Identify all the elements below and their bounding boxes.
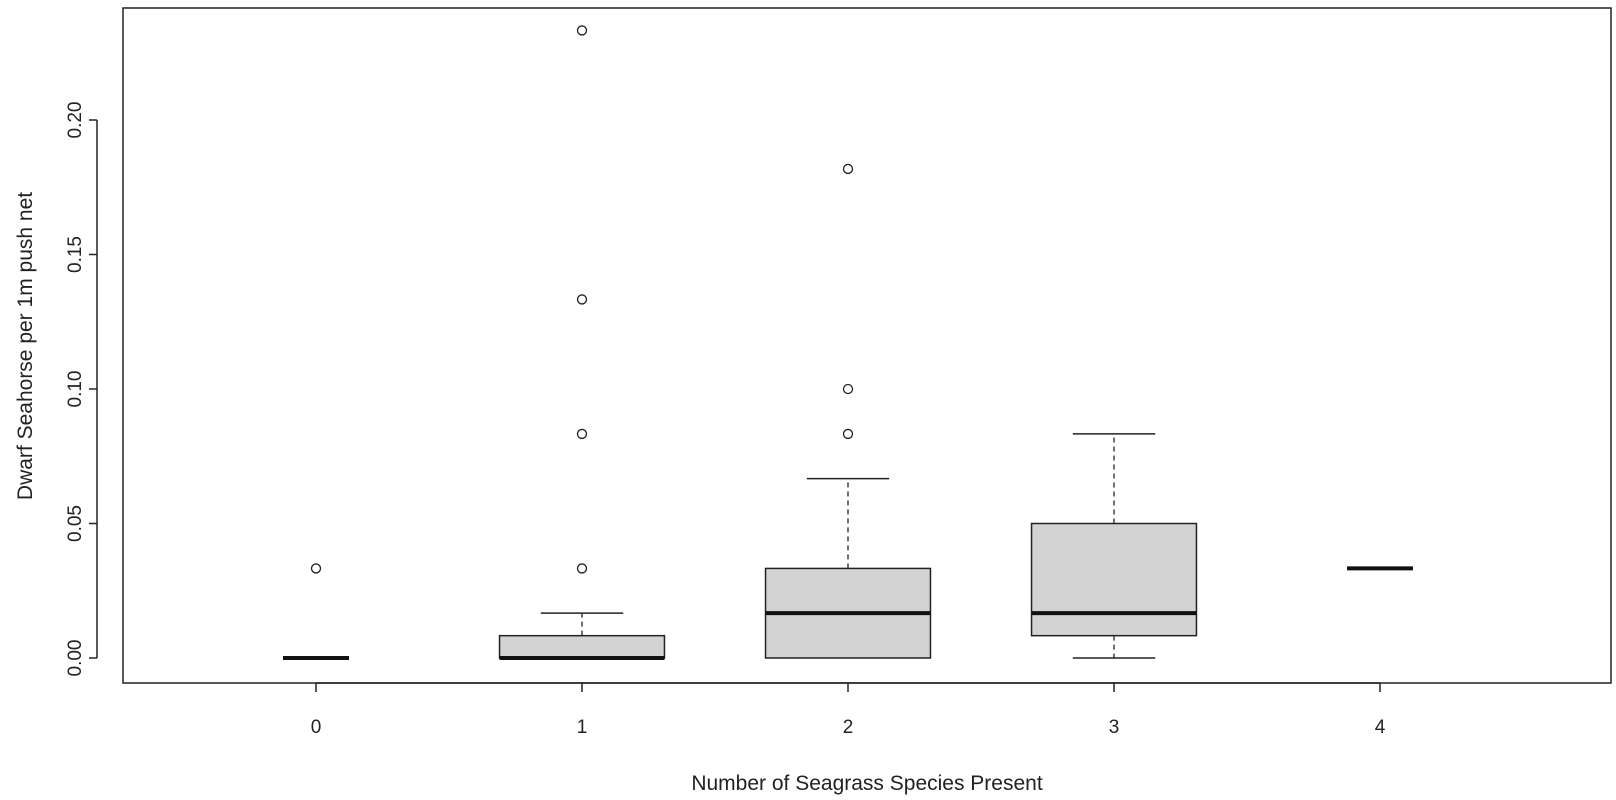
outlier-point <box>842 428 854 440</box>
outlier-point <box>842 163 854 175</box>
boxes-group <box>283 25 1413 660</box>
x-tick-label: 4 <box>1375 717 1386 738</box>
box-2 <box>764 163 932 659</box>
x-tick-label: 0 <box>311 717 322 738</box>
iqr-box <box>1030 522 1198 637</box>
outlier-point <box>310 563 322 574</box>
outlier-point <box>576 428 588 440</box>
x-tick-label: 1 <box>577 717 588 738</box>
x-axis-title: Number of Seagrass Species Present <box>691 772 1043 795</box>
y-tick-label: 0.00 <box>65 640 86 677</box>
box-3 <box>1030 433 1198 659</box>
outlier-point <box>576 563 588 574</box>
x-tick-label: 2 <box>843 717 854 738</box>
box-0 <box>283 563 349 660</box>
outlier-point <box>576 294 588 305</box>
box-1 <box>498 25 666 660</box>
y-tick-label: 0.10 <box>65 371 86 408</box>
x-tick-label: 3 <box>1109 717 1120 738</box>
x-axis: 0 1 2 3 4 <box>311 682 1386 738</box>
y-tick-label: 0.05 <box>65 505 86 542</box>
y-axis: 0.00 0.05 0.10 0.15 0.20 <box>65 102 98 677</box>
iqr-box <box>498 634 666 659</box>
y-axis-title: Dwarf Seahorse per 1m push net <box>14 192 37 500</box>
y-tick-label: 0.15 <box>65 236 86 273</box>
y-tick-label: 0.20 <box>65 102 86 139</box>
outlier-point <box>576 25 588 36</box>
outlier-point <box>842 383 854 395</box>
